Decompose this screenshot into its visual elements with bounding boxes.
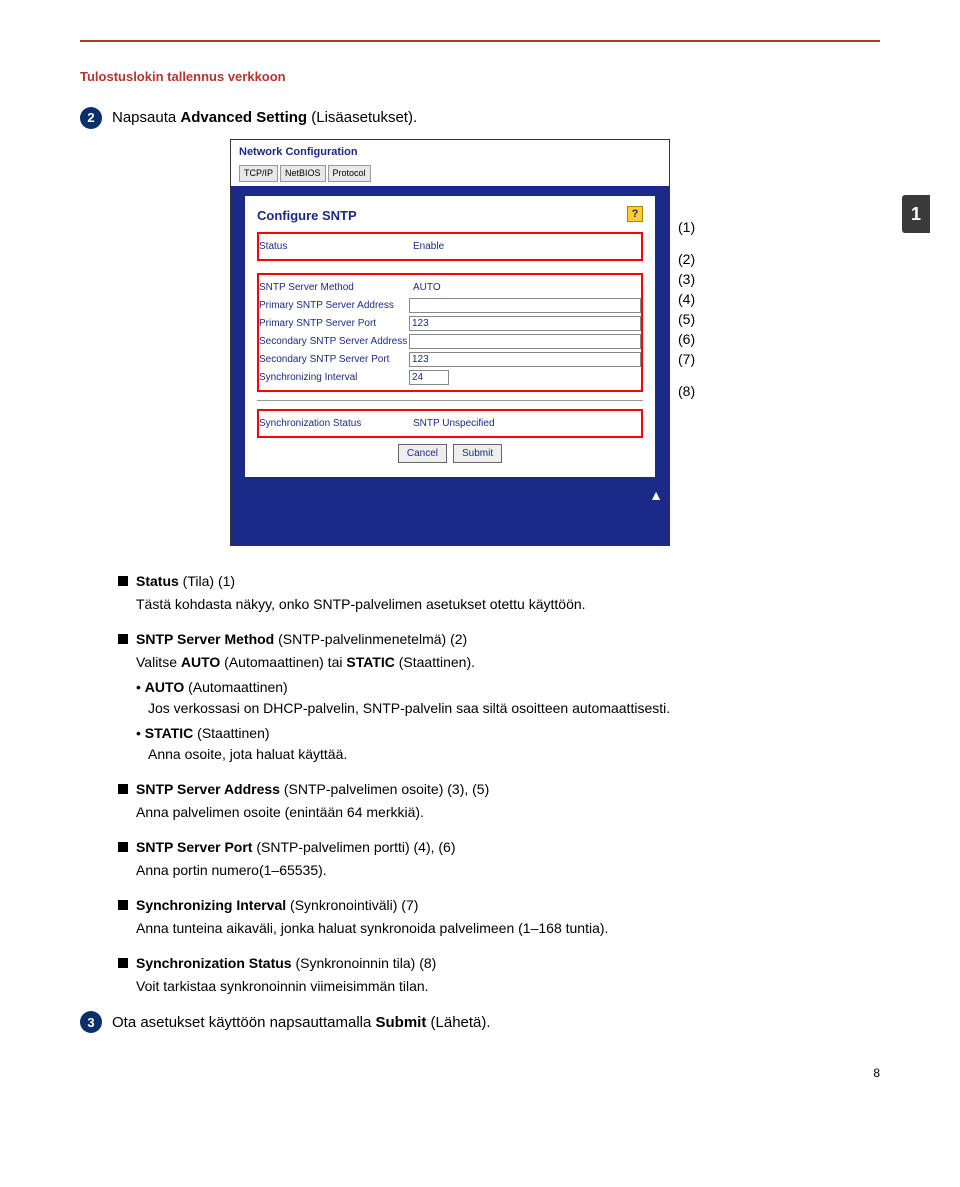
square-icon <box>118 958 128 968</box>
chapter-badge: 1 <box>902 195 930 233</box>
ss-syncstatus-value: SNTP Unspecified <box>409 416 495 431</box>
b2-sub2-body: Anna osoite, jota haluat käyttää. <box>148 744 880 765</box>
step-3-bold: Submit <box>376 1014 427 1031</box>
bullet-port: SNTP Server Port (SNTP-palvelimen portti… <box>118 837 880 881</box>
b1-title-bold: Status <box>136 573 179 589</box>
ss-copyright: Copyright(C) 2000-2009 Brother Industrie… <box>231 518 669 546</box>
b6-title-rest: (Synkronoinnin tila) (8) <box>292 955 437 971</box>
square-icon <box>118 900 128 910</box>
b3-body: Anna palvelimen osoite (enintään 64 merk… <box>136 802 880 823</box>
step-2-badge: 2 <box>80 107 102 129</box>
ss-primaddr-label: Primary SNTP Server Address <box>259 298 409 313</box>
callout-1: (1) <box>678 217 730 237</box>
ss-secport-field[interactable]: 123 <box>409 352 641 367</box>
bullet-method: SNTP Server Method (SNTP-palvelinmenetel… <box>118 629 880 765</box>
b3-title-rest: (SNTP-palvelimen osoite) (3), (5) <box>280 781 489 797</box>
b1-title-rest: (Tila) (1) <box>179 573 235 589</box>
b4-body: Anna portin numero(1–65535). <box>136 860 880 881</box>
redbox-status: Status Enable <box>257 232 643 261</box>
submit-button[interactable]: Submit <box>453 444 502 463</box>
bullets: Status (Tila) (1) Tästä kohdasta näkyy, … <box>118 571 880 997</box>
ss-interval-label: Synchronizing Interval <box>259 370 409 385</box>
ss-panel-title-text: Configure SNTP <box>257 206 357 226</box>
step-3-badge: 3 <box>80 1011 102 1033</box>
b2-sub1: AUTO (Automaattinen) Jos verkossasi on D… <box>136 677 880 719</box>
bullet-status: Status (Tila) (1) Tästä kohdasta näkyy, … <box>118 571 880 615</box>
callout-3: (3) <box>678 269 730 289</box>
step-3-text: Ota asetukset käyttöön napsauttamalla Su… <box>112 1012 491 1035</box>
square-icon <box>118 634 128 644</box>
step-2-text: Napsauta Advanced Setting (Lisäasetukset… <box>112 107 417 130</box>
b2-sub1-body: Jos verkossasi on DHCP-palvelin, SNTP-pa… <box>148 698 880 719</box>
screenshot: Network Configuration TCP/IP NetBIOS Pro… <box>230 139 670 546</box>
step-3-prefix: Ota asetukset käyttöön napsauttamalla <box>112 1014 376 1031</box>
redbox-syncstatus: Synchronization Status SNTP Unspecified <box>257 409 643 438</box>
ss-tab-netbios[interactable]: NetBIOS <box>280 165 326 183</box>
ss-tab-tcpip[interactable]: TCP/IP <box>239 165 278 183</box>
ss-panel: Configure SNTP ? Status Enable SNTP Serv… <box>245 196 655 477</box>
ss-status-value: Enable <box>409 239 444 254</box>
top-rule <box>80 40 880 42</box>
square-icon <box>118 842 128 852</box>
bullet-interval: Synchronizing Interval (Synkronointiväli… <box>118 895 880 939</box>
callout-7: (7) <box>678 349 730 369</box>
ss-syncstatus-label: Synchronization Status <box>259 416 409 431</box>
ss-primport-label: Primary SNTP Server Port <box>259 316 409 331</box>
b4-title-rest: (SNTP-palvelimen portti) (4), (6) <box>252 839 455 855</box>
b2-body: Valitse AUTO (Automaattinen) tai STATIC … <box>136 652 880 673</box>
ss-status-label: Status <box>259 239 409 254</box>
callout-4: (4) <box>678 289 730 309</box>
square-icon <box>118 576 128 586</box>
bullet-syncstatus: Synchronization Status (Synkronoinnin ti… <box>118 953 880 997</box>
callout-6: (6) <box>678 329 730 349</box>
callout-5: (5) <box>678 309 730 329</box>
ss-secaddr-label: Secondary SNTP Server Address <box>259 334 409 349</box>
b6-body: Voit tarkistaa synkronoinnin viimeisimmä… <box>136 976 880 997</box>
help-icon[interactable]: ? <box>627 206 643 222</box>
step-2-row: 2 Napsauta Advanced Setting (Lisäasetuks… <box>80 107 880 130</box>
ss-secport-label: Secondary SNTP Server Port <box>259 352 409 367</box>
cancel-button[interactable]: Cancel <box>398 444 447 463</box>
ss-tabs: TCP/IP NetBIOS Protocol <box>235 163 665 185</box>
step-2-suffix: (Lisäasetukset). <box>307 109 417 126</box>
callout-2: (2) <box>678 249 730 269</box>
callouts: (1) (2) (3) (4) (5) (6) (7) (8) <box>670 139 730 546</box>
step-3-row: 3 Ota asetukset käyttöön napsauttamalla … <box>80 1011 880 1034</box>
scroll-up-icon[interactable]: ▲ <box>231 483 669 512</box>
step-3-suffix: (Lähetä). <box>426 1014 490 1031</box>
b4-title-bold: SNTP Server Port <box>136 839 252 855</box>
breadcrumb: Tulostuslokin tallennus verkkoon <box>80 67 880 87</box>
ss-tab-protocol[interactable]: Protocol <box>328 165 371 183</box>
page-number: 8 <box>80 1064 880 1082</box>
ss-primport-field[interactable]: 123 <box>409 316 641 331</box>
b3-title-bold: SNTP Server Address <box>136 781 280 797</box>
step-2-prefix: Napsauta <box>112 109 180 126</box>
bullet-address: SNTP Server Address (SNTP-palvelimen oso… <box>118 779 880 823</box>
ss-title: Network Configuration <box>235 142 665 163</box>
step-2-bold: Advanced Setting <box>180 109 307 126</box>
ss-panel-title: Configure SNTP ? <box>257 206 643 226</box>
ss-interval-field[interactable]: 24 <box>409 370 449 385</box>
ss-secaddr-field[interactable] <box>409 334 641 349</box>
figure-wrap: Network Configuration TCP/IP NetBIOS Pro… <box>80 139 880 546</box>
square-icon <box>118 784 128 794</box>
ss-divider <box>257 400 643 401</box>
b5-body: Anna tunteina aikaväli, jonka haluat syn… <box>136 918 880 939</box>
callout-8: (8) <box>678 381 730 401</box>
b5-title-rest: (Synkronointiväli) (7) <box>286 897 418 913</box>
b1-body: Tästä kohdasta näkyy, onko SNTP-palvelim… <box>136 594 880 615</box>
b5-title-bold: Synchronizing Interval <box>136 897 286 913</box>
ss-method-label: SNTP Server Method <box>259 280 409 295</box>
b2-title-rest: (SNTP-palvelinmenetelmä) (2) <box>274 631 467 647</box>
ss-method-value[interactable]: AUTO <box>409 280 441 295</box>
ss-primaddr-field[interactable] <box>409 298 641 313</box>
redbox-fields: SNTP Server Method AUTO Primary SNTP Ser… <box>257 273 643 392</box>
b2-title-bold: SNTP Server Method <box>136 631 274 647</box>
b2-sub2: STATIC (Staattinen) Anna osoite, jota ha… <box>136 723 880 765</box>
b6-title-bold: Synchronization Status <box>136 955 292 971</box>
